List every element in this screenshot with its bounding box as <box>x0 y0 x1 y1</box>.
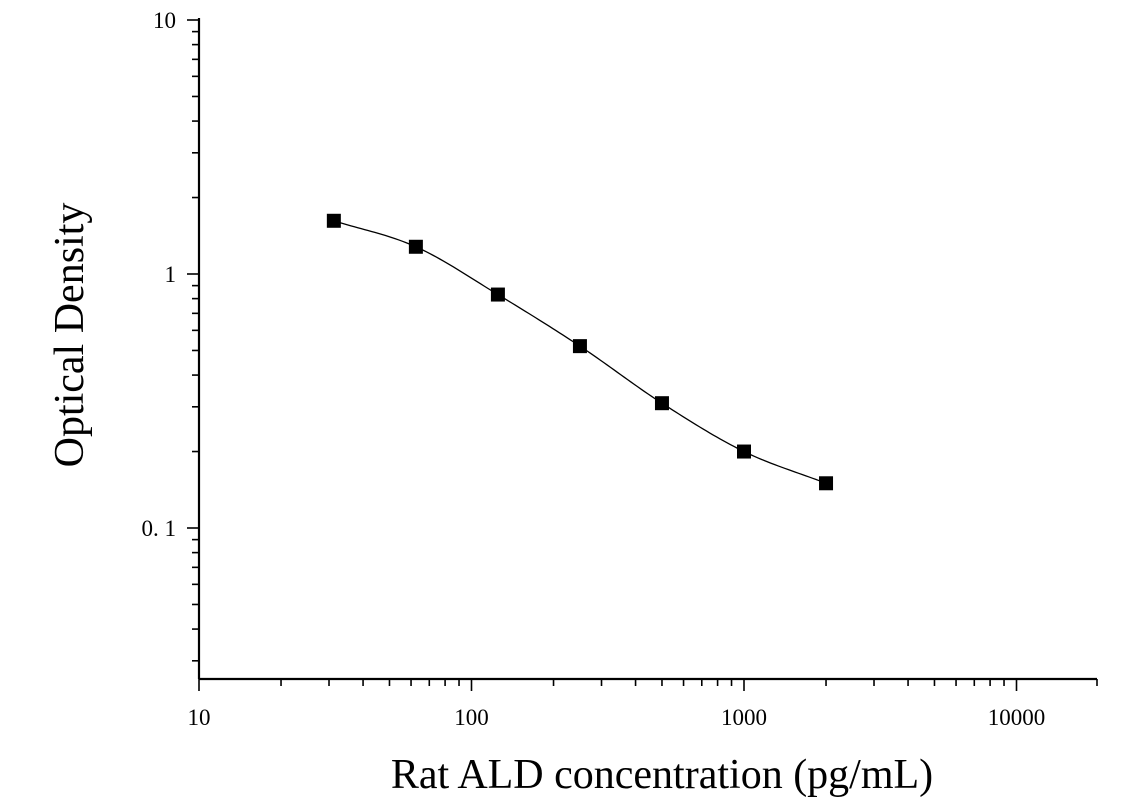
x-axis-title: Rat ALD concentration (pg/mL) <box>391 752 933 798</box>
y-axis-minor-ticks <box>192 30 199 662</box>
x-tick-label: 100 <box>454 705 489 730</box>
y-axis-tick-labels: 10 1 0. 1 <box>142 8 177 541</box>
y-tick-label: 1 <box>165 262 177 287</box>
x-tick-label: 1000 <box>721 705 767 730</box>
x-tick-label: 10000 <box>988 705 1046 730</box>
data-point-marker <box>572 339 587 354</box>
x-tick-label: 10 <box>188 705 211 730</box>
y-tick-label: 0. 1 <box>142 516 177 541</box>
data-point-marker <box>408 239 423 254</box>
data-point-marker <box>737 444 751 459</box>
y-tick-label: 10 <box>153 8 176 33</box>
x-axis-major-ticks <box>198 679 1018 691</box>
y-axis-title: Optical Density <box>47 203 93 468</box>
y-axis-major-ticks <box>187 19 199 529</box>
data-point-marker <box>490 287 505 302</box>
data-point-marker <box>326 213 341 228</box>
data-points <box>326 213 834 491</box>
x-axis-minor-ticks <box>280 679 1098 686</box>
data-point-marker <box>819 476 834 491</box>
x-axis-tick-labels: 10 100 1000 10000 <box>188 705 1046 730</box>
data-point-marker <box>654 396 669 411</box>
